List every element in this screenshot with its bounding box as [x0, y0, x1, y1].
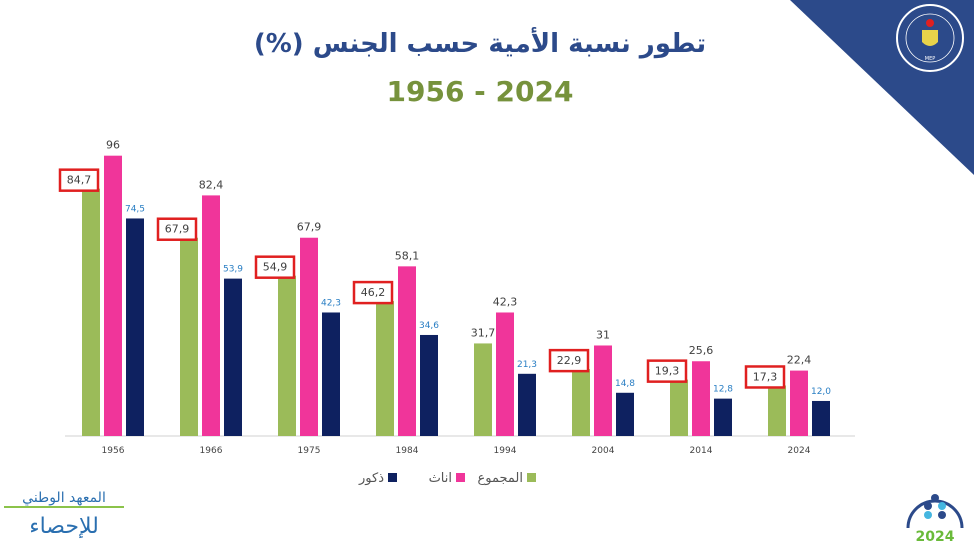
highlight-box	[156, 217, 198, 241]
data-label: 22,4	[787, 354, 812, 367]
x-tick-label: 1966	[200, 446, 223, 456]
bar-male	[322, 312, 340, 436]
bar-total	[82, 188, 100, 436]
legend-swatch	[456, 473, 465, 482]
bar-female	[692, 361, 710, 436]
data-label: 31	[596, 328, 610, 341]
highlight-box	[352, 280, 394, 305]
highlight-box	[646, 359, 688, 383]
bar-total	[572, 369, 590, 436]
bar-male	[812, 400, 830, 436]
highlight-box	[254, 255, 296, 279]
data-label: 67,9	[297, 221, 322, 234]
svg-text:MEP: MEP	[925, 56, 936, 62]
bar-female	[202, 195, 220, 436]
bar-male	[420, 334, 438, 436]
bar-total	[180, 237, 198, 436]
x-tick-label: 2004	[592, 446, 615, 456]
x-tick-label: 1956	[102, 446, 125, 456]
chart-title: تطور نسبة الأمية حسب الجنس (%)	[253, 29, 707, 59]
data-label: 14,8	[615, 379, 635, 389]
data-label: 53,9	[223, 265, 243, 275]
chart-subtitle: 1956 - 2024	[386, 75, 574, 108]
data-label: 34,6	[419, 321, 439, 331]
bar-total	[376, 301, 394, 436]
data-label: 19,3	[655, 365, 680, 378]
bar-male	[224, 278, 242, 436]
data-label: 82,4	[199, 178, 224, 191]
svg-text:2024: 2024	[916, 529, 955, 544]
data-label: 25,6	[689, 344, 714, 357]
data-label: 46,2	[361, 286, 386, 299]
x-tick-label: 2024	[788, 446, 811, 456]
bar-total	[474, 343, 492, 436]
legend-swatch	[388, 473, 397, 482]
data-label: 74,5	[125, 204, 145, 214]
bar-female	[104, 155, 122, 436]
bar-female	[300, 237, 318, 436]
bar-male	[126, 218, 144, 436]
bar-female	[496, 312, 514, 436]
highlight-box	[548, 348, 590, 373]
bar-male	[616, 392, 634, 436]
x-tick-label: 1975	[298, 446, 321, 456]
data-label: 96	[106, 139, 120, 152]
highlight-box	[58, 168, 100, 192]
data-label: 12,8	[713, 385, 733, 395]
data-label: 67,9	[165, 223, 190, 236]
highlight-box	[744, 365, 786, 389]
bar-female	[398, 266, 416, 436]
data-label: 21,3	[517, 360, 537, 370]
data-label: 17,3	[753, 370, 778, 383]
legend-label: ذكور	[358, 471, 384, 486]
legend-label: اناث	[429, 471, 452, 486]
bar-total	[278, 275, 296, 436]
bar-female	[790, 370, 808, 436]
ins-logo-line1: المعهد الوطني	[4, 490, 124, 509]
bar-female	[594, 345, 612, 436]
x-tick-label: 1994	[494, 446, 517, 456]
bar-total	[670, 379, 688, 436]
data-label: 84,7	[67, 174, 92, 187]
ministry-seal-logo: MEP	[896, 4, 964, 72]
ins-logo-line2: للإحصاء	[29, 514, 99, 539]
data-label: 54,9	[263, 261, 288, 274]
bar-male	[518, 373, 536, 436]
data-label: 42,3	[493, 295, 518, 308]
legend-swatch	[527, 473, 536, 482]
legend-label: المجموع	[478, 471, 523, 486]
census-2024-logo: 2024	[906, 494, 964, 544]
x-tick-label: 1984	[396, 446, 419, 456]
data-label: 22,9	[557, 354, 582, 367]
data-label: 58,1	[395, 249, 420, 262]
data-label: 12,0	[811, 387, 831, 397]
bar-male	[714, 398, 732, 436]
x-tick-label: 2014	[690, 446, 713, 456]
data-label: 31,7	[471, 326, 496, 339]
data-label: 42,3	[321, 298, 341, 308]
bar-total	[768, 385, 786, 436]
